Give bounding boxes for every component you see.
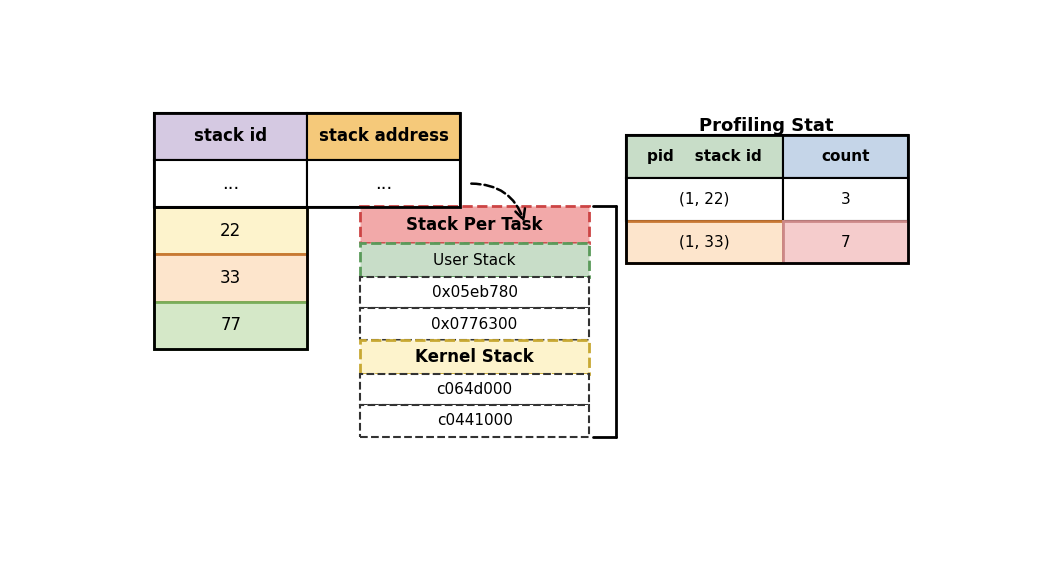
Bar [626,135,908,263]
Text: stack id: stack id [194,127,267,145]
Text: 22: 22 [220,222,241,240]
Text: (1, 33): (1, 33) [679,235,730,249]
Bar [626,221,783,263]
Bar [360,405,590,437]
Bar [360,277,590,308]
Bar [360,374,590,405]
Text: 0x0776300: 0x0776300 [432,317,518,332]
Text: stack address: stack address [319,127,449,145]
Text: ...: ... [375,175,392,193]
Bar [783,221,908,263]
Bar [626,135,783,178]
Bar [626,178,783,221]
Bar [360,340,590,374]
Text: count: count [821,149,869,164]
Text: Profiling Stat: Profiling Stat [700,117,834,135]
Bar [308,113,461,160]
Text: 77: 77 [220,317,241,334]
Text: Kernel Stack: Kernel Stack [415,347,534,366]
Bar [154,255,308,302]
Bar [783,135,908,178]
Text: 33: 33 [220,269,241,287]
Bar [783,178,908,221]
Bar [360,308,590,340]
Text: pid    stack id: pid stack id [647,149,761,164]
Bar [308,160,461,207]
Text: 3: 3 [840,192,851,207]
Bar [154,207,308,349]
Text: Stack Per Task: Stack Per Task [407,215,543,234]
Text: (1, 22): (1, 22) [679,192,729,207]
Text: 0x05eb780: 0x05eb780 [432,285,518,300]
Text: 7: 7 [840,235,850,249]
Text: c0441000: c0441000 [437,413,513,428]
Bar [154,207,308,255]
Bar [154,160,308,207]
Text: User Stack: User Stack [434,252,516,267]
Text: ...: ... [223,175,239,193]
Bar [154,113,461,207]
Bar [154,302,308,349]
Bar [360,243,590,277]
Text: c064d000: c064d000 [437,382,513,397]
Bar [154,113,308,160]
Bar [360,206,590,243]
